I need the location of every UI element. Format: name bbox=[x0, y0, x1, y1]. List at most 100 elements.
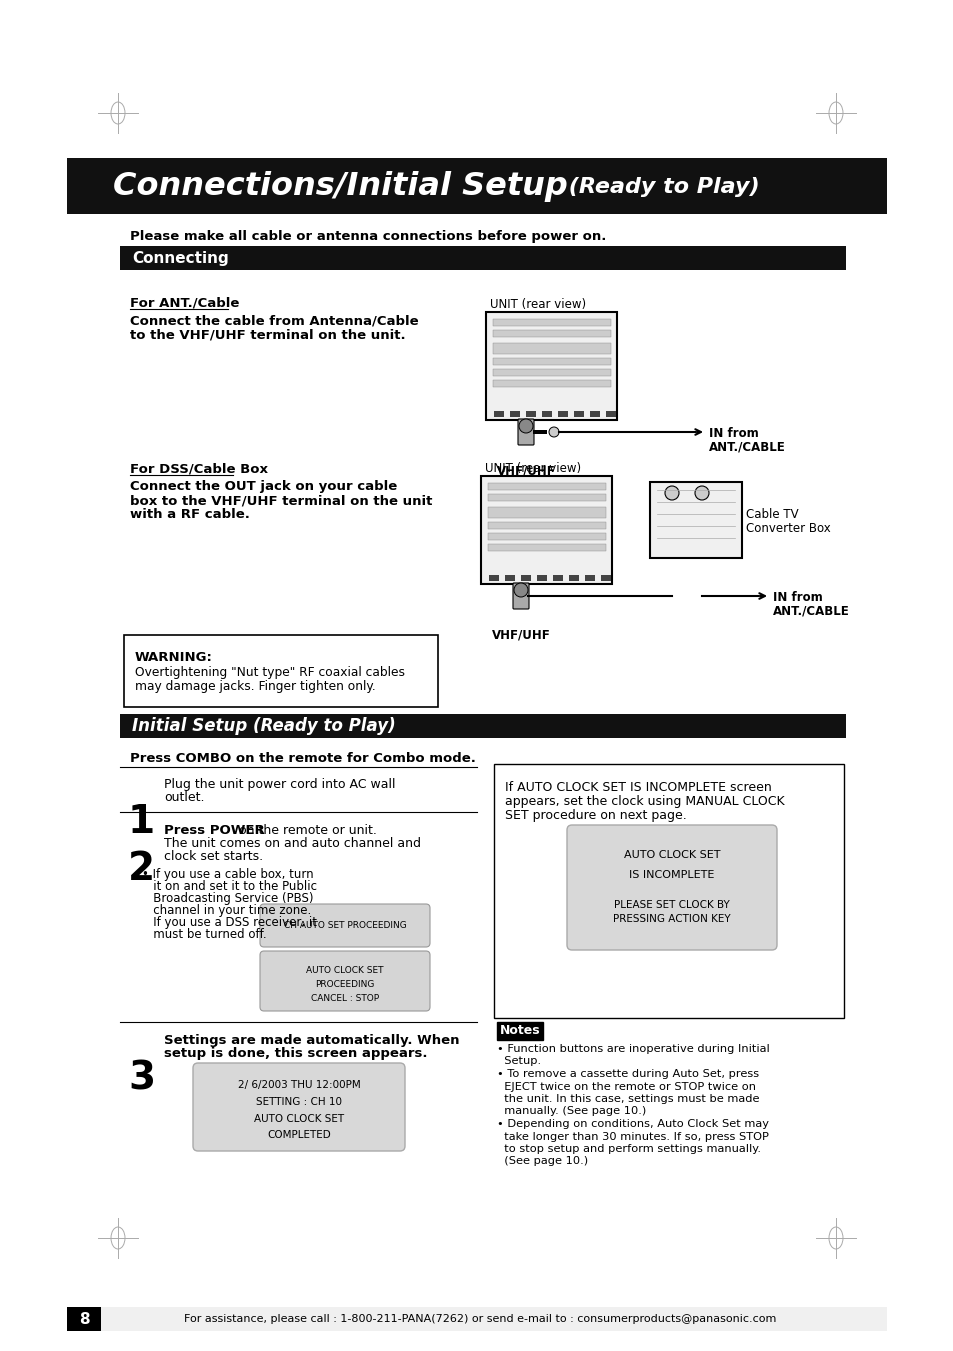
Text: to the VHF/UHF terminal on the unit.: to the VHF/UHF terminal on the unit. bbox=[130, 328, 405, 340]
Text: The unit comes on and auto channel and: The unit comes on and auto channel and bbox=[164, 838, 420, 850]
Text: outlet.: outlet. bbox=[164, 790, 204, 804]
Text: Cable TV: Cable TV bbox=[745, 508, 798, 520]
Text: to stop setup and perform settings manually.: to stop setup and perform settings manua… bbox=[497, 1144, 760, 1154]
Bar bbox=[493, 358, 610, 365]
Bar bbox=[600, 576, 610, 581]
Text: setup is done, this screen appears.: setup is done, this screen appears. bbox=[164, 1047, 427, 1061]
Bar bbox=[493, 343, 610, 354]
FancyBboxPatch shape bbox=[566, 825, 776, 950]
FancyBboxPatch shape bbox=[486, 312, 617, 420]
Text: For ANT./Cable: For ANT./Cable bbox=[130, 296, 239, 309]
Text: SETTING : CH 10: SETTING : CH 10 bbox=[255, 1097, 341, 1106]
FancyBboxPatch shape bbox=[513, 584, 529, 609]
FancyBboxPatch shape bbox=[260, 951, 430, 1011]
Text: Plug the unit power cord into AC wall: Plug the unit power cord into AC wall bbox=[164, 778, 395, 790]
Text: with a RF cable.: with a RF cable. bbox=[130, 508, 250, 521]
Text: Connections/Initial Setup: Connections/Initial Setup bbox=[112, 172, 567, 203]
Text: Settings are made automatically. When: Settings are made automatically. When bbox=[164, 1034, 459, 1047]
Text: ANT./CABLE: ANT./CABLE bbox=[772, 604, 849, 617]
Text: IS INCOMPLETE: IS INCOMPLETE bbox=[629, 870, 714, 880]
Text: Please make all cable or antenna connections before power on.: Please make all cable or antenna connect… bbox=[130, 230, 606, 243]
Text: AUTO CLOCK SET: AUTO CLOCK SET bbox=[623, 850, 720, 861]
Bar bbox=[525, 411, 536, 417]
Bar bbox=[493, 369, 610, 376]
Text: Connecting: Connecting bbox=[132, 250, 229, 266]
Text: CANCEL : STOP: CANCEL : STOP bbox=[311, 994, 378, 1002]
Bar bbox=[489, 576, 498, 581]
Bar bbox=[533, 430, 546, 434]
Text: If you use a DSS receiver, it: If you use a DSS receiver, it bbox=[142, 916, 316, 929]
Bar bbox=[541, 411, 552, 417]
Bar bbox=[67, 1306, 886, 1331]
Text: must be turned off.: must be turned off. bbox=[142, 928, 266, 942]
Bar bbox=[589, 411, 599, 417]
Circle shape bbox=[664, 486, 679, 500]
Text: 1: 1 bbox=[128, 802, 155, 842]
Text: Press COMBO on the remote for Combo mode.: Press COMBO on the remote for Combo mode… bbox=[130, 753, 476, 765]
Bar bbox=[120, 246, 845, 270]
Circle shape bbox=[518, 419, 533, 434]
Text: AUTO CLOCK SET: AUTO CLOCK SET bbox=[253, 1115, 344, 1124]
Text: Setup.: Setup. bbox=[497, 1056, 540, 1066]
Bar bbox=[488, 484, 605, 490]
Text: 3: 3 bbox=[128, 1061, 155, 1098]
Bar bbox=[67, 1306, 101, 1331]
Bar bbox=[494, 411, 503, 417]
Bar bbox=[493, 330, 610, 336]
Text: (See page 10.): (See page 10.) bbox=[497, 1156, 587, 1166]
Text: EJECT twice on the remote or STOP twice on: EJECT twice on the remote or STOP twice … bbox=[497, 1082, 755, 1092]
Circle shape bbox=[548, 427, 558, 436]
Text: Initial Setup (Ready to Play): Initial Setup (Ready to Play) bbox=[132, 717, 395, 735]
FancyBboxPatch shape bbox=[193, 1063, 405, 1151]
Text: SET procedure on next page.: SET procedure on next page. bbox=[504, 809, 686, 821]
Circle shape bbox=[514, 584, 527, 597]
Circle shape bbox=[695, 486, 708, 500]
Text: appears, set the clock using MANUAL CLOCK: appears, set the clock using MANUAL CLOC… bbox=[504, 794, 783, 808]
Bar bbox=[497, 1021, 542, 1040]
Text: COMPLETED: COMPLETED bbox=[267, 1129, 331, 1140]
Bar bbox=[488, 494, 605, 501]
Text: UNIT (rear view): UNIT (rear view) bbox=[484, 462, 580, 476]
Text: manually. (See page 10.): manually. (See page 10.) bbox=[497, 1106, 645, 1116]
Bar bbox=[558, 411, 567, 417]
Text: VHF/UHF: VHF/UHF bbox=[497, 463, 555, 477]
Text: channel in your time zone.: channel in your time zone. bbox=[142, 904, 311, 917]
Text: may damage jacks. Finger tighten only.: may damage jacks. Finger tighten only. bbox=[135, 680, 375, 693]
Text: For DSS/Cable Box: For DSS/Cable Box bbox=[130, 462, 268, 476]
Bar bbox=[520, 576, 531, 581]
Text: Press POWER: Press POWER bbox=[164, 824, 265, 838]
Text: • Depending on conditions, Auto Clock Set may: • Depending on conditions, Auto Clock Se… bbox=[497, 1119, 768, 1129]
Bar bbox=[553, 576, 562, 581]
Bar bbox=[574, 411, 583, 417]
Text: PROCEEDING: PROCEEDING bbox=[315, 979, 375, 989]
FancyBboxPatch shape bbox=[649, 482, 741, 558]
Text: clock set starts.: clock set starts. bbox=[164, 850, 263, 863]
Text: the unit. In this case, settings must be made: the unit. In this case, settings must be… bbox=[497, 1094, 759, 1104]
Text: WARNING:: WARNING: bbox=[135, 651, 213, 663]
Bar bbox=[504, 576, 515, 581]
Bar bbox=[584, 576, 595, 581]
Bar bbox=[488, 521, 605, 530]
Text: ANT./CABLE: ANT./CABLE bbox=[708, 440, 785, 453]
Bar bbox=[605, 411, 616, 417]
Bar bbox=[488, 544, 605, 551]
FancyBboxPatch shape bbox=[494, 765, 843, 1019]
Text: For assistance, please call : 1-800-211-PANA(7262) or send e-mail to : consumerp: For assistance, please call : 1-800-211-… bbox=[184, 1315, 776, 1324]
Text: 2: 2 bbox=[128, 850, 155, 888]
FancyBboxPatch shape bbox=[260, 904, 430, 947]
Text: PLEASE SET CLOCK BY: PLEASE SET CLOCK BY bbox=[614, 900, 729, 911]
Text: Notes: Notes bbox=[499, 1024, 539, 1038]
Text: Connect the OUT jack on your cable: Connect the OUT jack on your cable bbox=[130, 480, 396, 493]
Text: • Function buttons are inoperative during Initial: • Function buttons are inoperative durin… bbox=[497, 1044, 769, 1054]
Text: UNIT (rear view): UNIT (rear view) bbox=[490, 299, 585, 311]
Bar bbox=[537, 576, 546, 581]
FancyBboxPatch shape bbox=[517, 419, 534, 444]
Text: box to the VHF/UHF terminal on the unit: box to the VHF/UHF terminal on the unit bbox=[130, 494, 432, 507]
Bar bbox=[67, 158, 886, 213]
Text: • To remove a cassette during Auto Set, press: • To remove a cassette during Auto Set, … bbox=[497, 1069, 759, 1079]
Text: IN from: IN from bbox=[708, 427, 758, 440]
Bar bbox=[120, 713, 845, 738]
FancyBboxPatch shape bbox=[124, 635, 437, 707]
Bar bbox=[568, 576, 578, 581]
Text: CH AUTO SET PROCEEDING: CH AUTO SET PROCEEDING bbox=[283, 921, 406, 929]
